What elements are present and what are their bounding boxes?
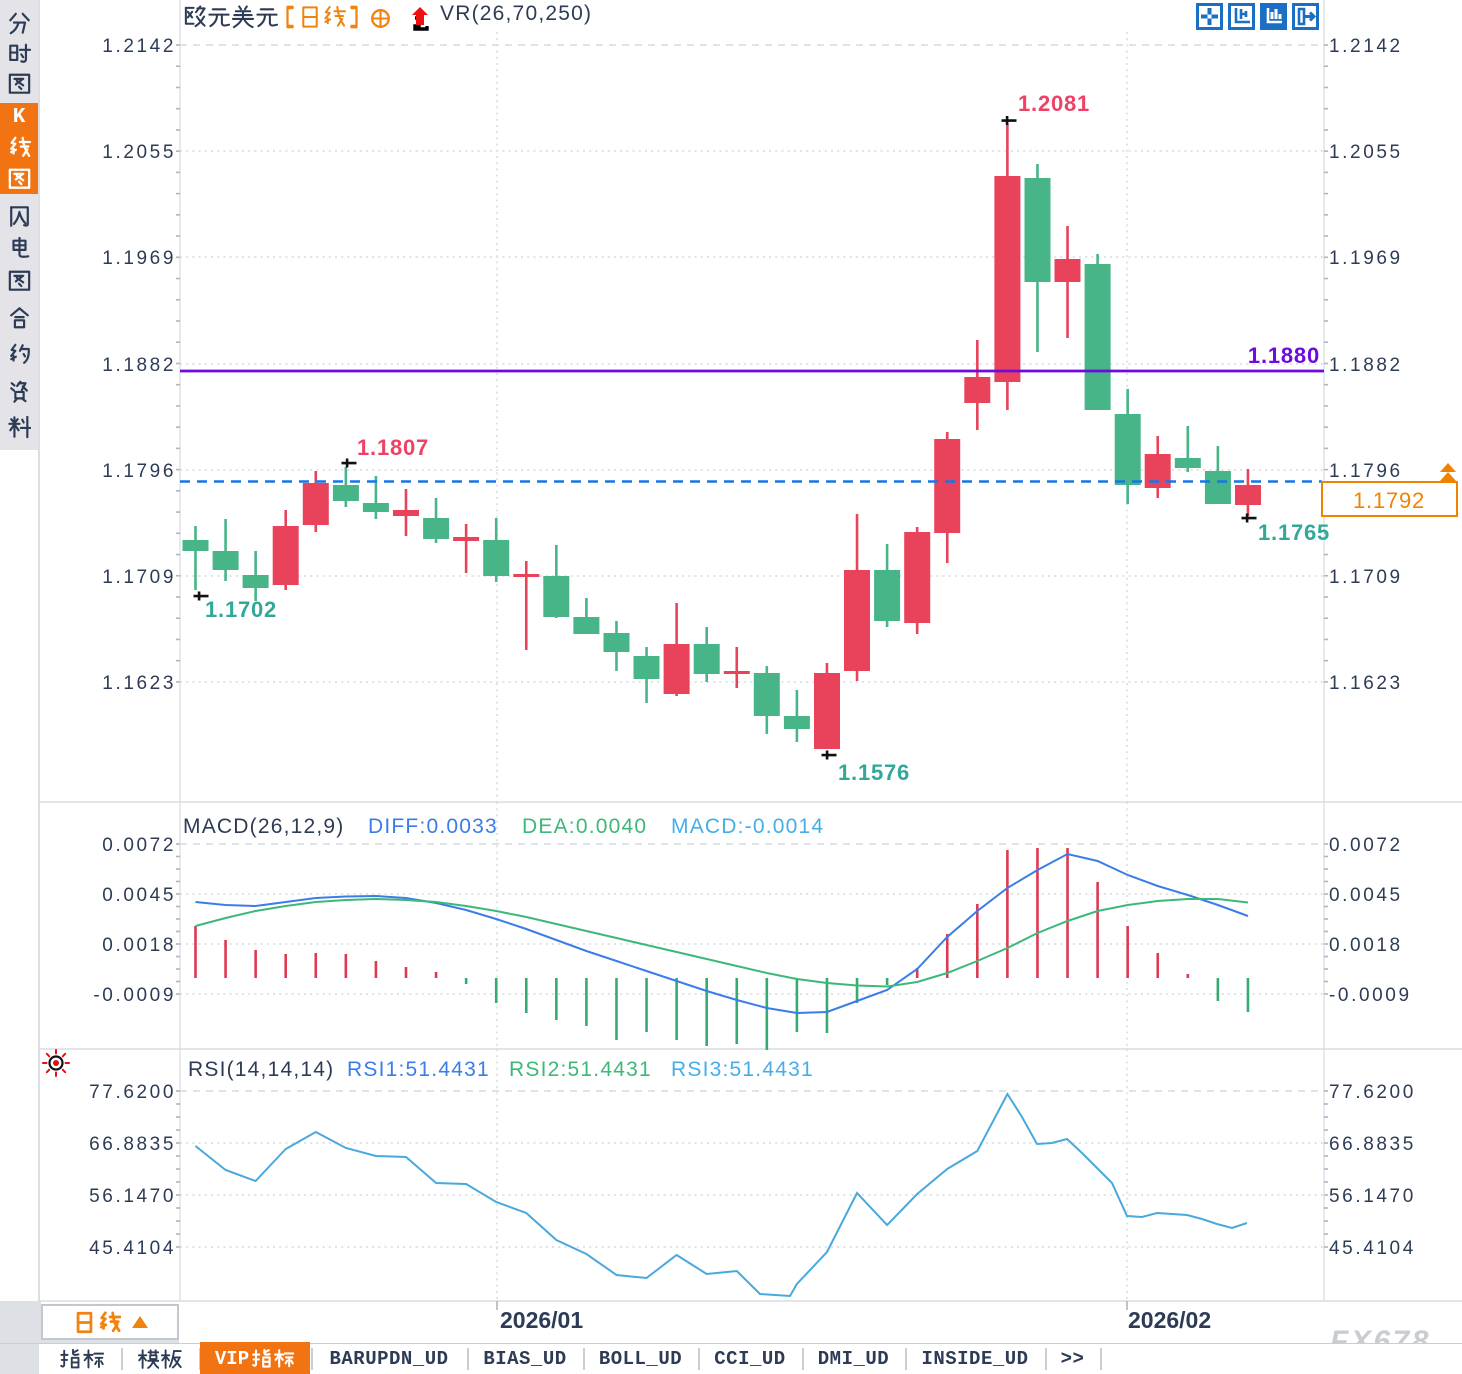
svg-text:DIFF:0.0033: DIFF:0.0033: [368, 815, 498, 838]
svg-text:1.1882: 1.1882: [1329, 355, 1403, 376]
svg-text:1.2142: 1.2142: [1329, 36, 1403, 57]
svg-text:-0.0009: -0.0009: [1329, 985, 1412, 1006]
svg-text:2026/01: 2026/01: [500, 1307, 583, 1333]
svg-text:45.4104: 45.4104: [89, 1238, 176, 1259]
svg-text:1.1702: 1.1702: [205, 597, 277, 622]
svg-text:2026/02: 2026/02: [1128, 1307, 1211, 1333]
svg-text:1.1882: 1.1882: [102, 355, 176, 376]
svg-text:MACD:-0.0014: MACD:-0.0014: [671, 815, 824, 838]
svg-text:0.0072: 0.0072: [1329, 835, 1403, 856]
svg-text:1.1709: 1.1709: [102, 567, 176, 588]
svg-text:0.0072: 0.0072: [102, 835, 176, 856]
svg-text:0.0045: 0.0045: [102, 885, 176, 906]
svg-text:1.1576: 1.1576: [838, 760, 910, 785]
svg-text:1.1807: 1.1807: [357, 435, 429, 460]
svg-text:66.8835: 66.8835: [1329, 1134, 1416, 1155]
svg-text:RSI3:51.4431: RSI3:51.4431: [671, 1058, 814, 1081]
svg-text:1.1765: 1.1765: [1258, 520, 1330, 545]
svg-text:66.8835: 66.8835: [89, 1134, 176, 1155]
svg-text:1.2081: 1.2081: [1018, 91, 1090, 116]
svg-text:1.1796: 1.1796: [1329, 461, 1403, 482]
svg-text:MACD(26,12,9): MACD(26,12,9): [183, 815, 344, 838]
svg-text:77.6200: 77.6200: [89, 1082, 176, 1103]
svg-text:1.1880: 1.1880: [1248, 343, 1320, 368]
svg-text:1.1969: 1.1969: [102, 248, 176, 269]
svg-text:56.1470: 56.1470: [1329, 1186, 1416, 1207]
svg-text:RSI2:51.4431: RSI2:51.4431: [509, 1058, 652, 1081]
svg-text:1.2142: 1.2142: [102, 36, 176, 57]
svg-text:DEA:0.0040: DEA:0.0040: [522, 815, 647, 838]
svg-text:0.0018: 0.0018: [1329, 935, 1403, 956]
svg-text:1.1792: 1.1792: [1353, 488, 1425, 513]
svg-text:RSI(14,14,14): RSI(14,14,14): [188, 1058, 334, 1081]
svg-text:1.2055: 1.2055: [1329, 142, 1403, 163]
svg-text:1.2055: 1.2055: [102, 142, 176, 163]
svg-text:77.6200: 77.6200: [1329, 1082, 1416, 1103]
svg-text:1.1623: 1.1623: [102, 673, 176, 694]
svg-text:1.1623: 1.1623: [1329, 673, 1403, 694]
svg-text:1.1709: 1.1709: [1329, 567, 1403, 588]
svg-text:-0.0009: -0.0009: [93, 985, 176, 1006]
svg-text:1.1796: 1.1796: [102, 461, 176, 482]
svg-text:56.1470: 56.1470: [89, 1186, 176, 1207]
svg-text:45.4104: 45.4104: [1329, 1238, 1416, 1259]
svg-text:RSI1:51.4431: RSI1:51.4431: [347, 1058, 490, 1081]
svg-text:0.0018: 0.0018: [102, 935, 176, 956]
svg-text:0.0045: 0.0045: [1329, 885, 1403, 906]
svg-text:1.1969: 1.1969: [1329, 248, 1403, 269]
